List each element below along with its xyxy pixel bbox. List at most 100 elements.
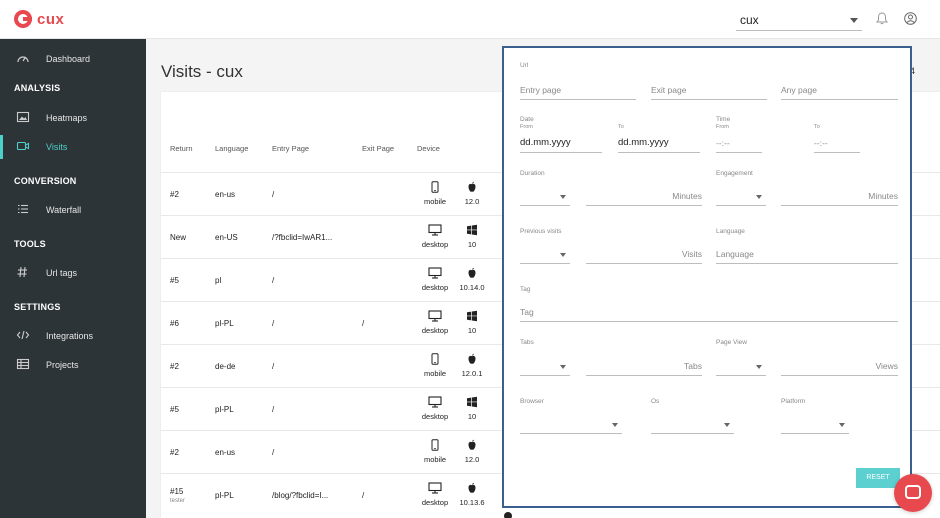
entry-page-cell[interactable]: /blog/?fbclid=I...	[272, 491, 329, 500]
time-from-input[interactable]: --:--	[716, 133, 762, 153]
chevron-down-icon	[560, 365, 566, 369]
column-header-entry-page[interactable]: Entry Page	[272, 144, 310, 153]
sidebar-item-dashboard[interactable]: Dashboard	[0, 47, 146, 71]
engagement-label: Engagement	[716, 170, 753, 177]
mobile-icon	[415, 353, 455, 365]
sidebar-item-waterfall[interactable]: Waterfall	[0, 198, 146, 222]
previous-visits-input[interactable]: Visits	[586, 244, 702, 264]
return-cell: #15	[170, 487, 184, 496]
time-from-value: --:--	[716, 138, 730, 148]
date-label: Date	[520, 116, 534, 123]
return-cell: #2	[170, 190, 179, 199]
project-select[interactable]: cux	[736, 9, 862, 31]
logo[interactable]: cux	[14, 10, 64, 28]
date-to-label: To	[618, 124, 624, 130]
tag-input[interactable]: Tag	[520, 302, 898, 322]
exit-page-cell[interactable]: /	[362, 491, 365, 500]
platform-select[interactable]	[781, 414, 849, 434]
tag-label: Tag	[520, 286, 531, 293]
sidebar-item-label: Waterfall	[46, 205, 82, 215]
duration-input[interactable]: Minutes	[586, 186, 702, 206]
exit-page-cell[interactable]: /	[362, 319, 365, 328]
apple-icon	[452, 267, 492, 279]
video-camera-icon	[16, 141, 30, 151]
date-to-value: dd.mm.yyyy	[618, 137, 669, 148]
entry-page-input[interactable]: Entry page	[520, 80, 636, 100]
any-page-placeholder: Any page	[781, 85, 817, 95]
previous-visits-operator-select[interactable]	[520, 244, 570, 264]
chevron-down-icon	[560, 195, 566, 199]
os-version-cell: 10	[467, 326, 477, 335]
any-page-input[interactable]: Any page	[781, 80, 898, 100]
tabs-unit: Tabs	[684, 361, 702, 371]
sidebar-item-url-tags[interactable]: Url tags	[0, 261, 146, 285]
entry-page-cell[interactable]: /	[272, 405, 275, 414]
sidebar-item-integrations[interactable]: Integrations	[0, 324, 146, 348]
time-label: Time	[716, 116, 731, 123]
chevron-down-icon	[839, 423, 845, 427]
section-conversion: CONVERSION	[14, 176, 77, 186]
column-header-return[interactable]: Return	[170, 144, 193, 153]
sidebar-item-heatmaps[interactable]: Heatmaps	[0, 106, 146, 130]
return-cell: #2	[170, 362, 179, 371]
desktop-icon	[415, 482, 455, 494]
chevron-down-icon	[560, 253, 566, 257]
engagement-operator-select[interactable]	[716, 186, 766, 206]
sidebar-item-visits[interactable]: Visits	[0, 135, 146, 159]
entry-page-cell[interactable]: /	[272, 448, 275, 457]
entry-page-cell[interactable]: /?fbclid=IwAR1...	[272, 233, 333, 242]
duration-unit: Minutes	[672, 191, 702, 201]
exit-page-input[interactable]: Exit page	[651, 80, 767, 100]
entry-page-cell[interactable]: /	[272, 190, 275, 199]
time-to-input[interactable]: --:--	[814, 133, 860, 153]
bell-icon[interactable]	[876, 12, 888, 25]
chevron-down-icon	[850, 18, 858, 23]
engagement-input[interactable]: Minutes	[781, 186, 898, 206]
sidebar-item-projects[interactable]: Projects	[0, 353, 146, 377]
os-version-cell: 12.0	[464, 197, 480, 206]
language-cell: en-us	[215, 190, 236, 199]
desktop-icon	[415, 310, 455, 322]
device-cell: desktop	[421, 240, 449, 249]
os-version-cell: 10	[467, 412, 477, 421]
chat-button[interactable]	[894, 474, 932, 512]
language-cell: pl-PL	[215, 491, 234, 500]
page-view-unit: Views	[875, 361, 898, 371]
duration-operator-select[interactable]	[520, 186, 570, 206]
browser-select[interactable]	[520, 414, 622, 434]
sidebar-item-label: Projects	[46, 360, 79, 370]
os-version-cell: 10	[467, 240, 477, 249]
device-cell: desktop	[421, 498, 449, 507]
hashtag-icon	[17, 266, 27, 278]
os-select[interactable]	[651, 414, 734, 434]
column-header-device[interactable]: Device	[417, 144, 440, 153]
windows-icon	[452, 224, 492, 236]
entry-page-cell[interactable]: /	[272, 362, 275, 371]
return-cell: New	[170, 233, 187, 242]
user-icon[interactable]	[904, 12, 917, 25]
entry-page-cell[interactable]: /	[272, 276, 275, 285]
entry-page-cell[interactable]: /	[272, 319, 275, 328]
date-from-input[interactable]: dd.mm.yyyy	[520, 133, 602, 153]
tabs-input[interactable]: Tabs	[586, 356, 702, 376]
language-input[interactable]: Language	[716, 244, 898, 264]
apple-icon	[452, 482, 492, 494]
return-sub-cell: tester	[170, 498, 186, 504]
column-header-exit-page[interactable]: Exit Page	[362, 144, 395, 153]
sidebar-item-label: Heatmaps	[46, 113, 88, 123]
device-cell: desktop	[421, 326, 449, 335]
os-label: Os	[651, 398, 660, 405]
column-header-language[interactable]: Language	[215, 144, 249, 153]
page-count: 4	[910, 66, 916, 76]
mobile-icon	[415, 181, 455, 193]
page-view-input[interactable]: Views	[781, 356, 898, 376]
os-version-cell: 12.0	[464, 455, 480, 464]
date-to-input[interactable]: dd.mm.yyyy	[618, 133, 700, 153]
dashboard-icon	[17, 56, 29, 63]
time-to-label: To	[814, 124, 820, 130]
page-view-operator-select[interactable]	[716, 356, 766, 376]
mobile-icon	[415, 439, 455, 451]
tabs-operator-select[interactable]	[520, 356, 570, 376]
reset-button[interactable]: RESET	[856, 468, 900, 488]
sidebar: Dashboard ANALYSIS Heatmaps Visits CONVE…	[0, 39, 146, 518]
